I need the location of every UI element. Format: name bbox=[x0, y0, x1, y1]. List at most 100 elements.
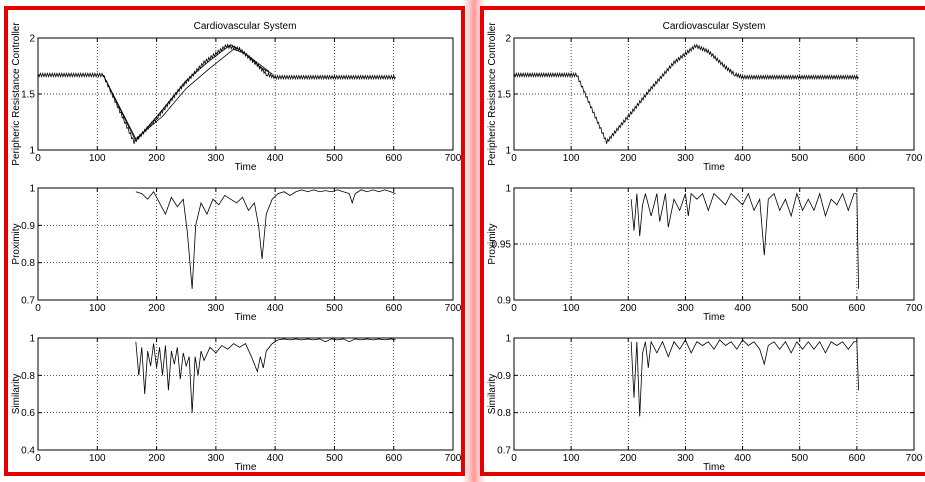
x-tick-label: 300 bbox=[677, 153, 694, 164]
y-tick-label: 0.8 bbox=[21, 371, 35, 382]
x-axis-label: Time bbox=[703, 162, 725, 173]
subplot-1: 0 100 200 300 400 500 600 700 1 1.5 2 Time Peripheri… bbox=[487, 22, 923, 173]
x-tick-label: 400 bbox=[267, 303, 284, 314]
series-line-1 bbox=[513, 43, 859, 144]
y-tick-label: 0.8 bbox=[21, 258, 35, 269]
x-tick-label: 400 bbox=[267, 153, 284, 164]
y-tick-label: 1 bbox=[505, 334, 511, 345]
x-tick-label: 400 bbox=[734, 453, 751, 464]
y-tick-label: 1.5 bbox=[497, 90, 511, 101]
x-tick-label: 0 bbox=[511, 153, 517, 164]
y-axis-label: Peripheric Resistance Controller bbox=[487, 22, 498, 166]
subplot-2: 0 100 200 300 400 500 600 700 0.9 0.95 1 Time Proxim… bbox=[487, 184, 923, 324]
x-tick-label: 600 bbox=[385, 453, 402, 464]
x-tick-label: 400 bbox=[734, 303, 751, 314]
y-tick-label: 2 bbox=[29, 34, 35, 45]
y-tick-label: 1 bbox=[29, 146, 35, 157]
series-line-1 bbox=[135, 338, 396, 413]
x-tick-label: 600 bbox=[385, 153, 402, 164]
x-tick-label: 100 bbox=[89, 153, 106, 164]
x-tick-label: 500 bbox=[326, 153, 343, 164]
x-tick-label: 500 bbox=[326, 453, 343, 464]
x-tick-label: 200 bbox=[148, 453, 165, 464]
subplot-1: 0 100 200 300 400 500 600 700 1 1.5 2 Time Peripheri… bbox=[11, 22, 461, 173]
x-tick-label: 0 bbox=[35, 153, 41, 164]
x-tick-label: 0 bbox=[35, 303, 41, 314]
x-tick-label: 300 bbox=[208, 453, 225, 464]
x-tick-label: 600 bbox=[385, 303, 402, 314]
axes-frame bbox=[37, 187, 454, 301]
y-tick-label: 0.9 bbox=[497, 296, 511, 307]
series-line-3 bbox=[102, 48, 273, 140]
x-tick-label: 700 bbox=[906, 453, 923, 464]
chart-title: Cardiovascular System bbox=[194, 21, 297, 32]
left-panel: Cardiovascular System 0 100 200 300 400 500 600… bbox=[4, 6, 465, 476]
y-tick-label: 0.9 bbox=[21, 221, 35, 232]
axes-frame bbox=[513, 337, 915, 451]
right-panel: Cardiovascular System 0 100 200 300 400 500 600… bbox=[480, 6, 925, 476]
y-tick-label: 1.5 bbox=[21, 90, 35, 101]
y-axis-label: Proximity bbox=[11, 223, 22, 264]
x-axis-label: Time bbox=[235, 312, 257, 323]
chart-title: Cardiovascular System bbox=[663, 21, 766, 32]
x-tick-label: 600 bbox=[849, 453, 866, 464]
x-tick-label: 100 bbox=[89, 303, 106, 314]
y-tick-label: 1 bbox=[505, 184, 511, 195]
y-tick-label: 0.7 bbox=[21, 296, 35, 307]
y-tick-label: 0.7 bbox=[497, 446, 511, 457]
x-tick-label: 100 bbox=[89, 453, 106, 464]
subplot-3: 0 100 200 300 400 500 600 700 0.4 0.6 0.8 1 Time Simi… bbox=[11, 334, 461, 473]
y-tick-label: 1 bbox=[29, 334, 35, 345]
x-tick-label: 700 bbox=[906, 153, 923, 164]
x-tick-label: 500 bbox=[791, 153, 808, 164]
x-tick-label: 100 bbox=[563, 453, 580, 464]
y-tick-label: 0.8 bbox=[497, 408, 511, 419]
y-axis-label: Proximity bbox=[487, 223, 498, 264]
x-tick-label: 300 bbox=[208, 153, 225, 164]
axes-frame bbox=[37, 337, 454, 451]
x-tick-label: 300 bbox=[677, 303, 694, 314]
x-axis-label: Time bbox=[235, 462, 257, 472]
y-tick-label: 0.6 bbox=[21, 408, 35, 419]
series-line-1 bbox=[630, 192, 859, 289]
x-tick-label: 400 bbox=[734, 153, 751, 164]
y-axis-label: Similarity bbox=[487, 374, 498, 415]
x-tick-label: 500 bbox=[791, 453, 808, 464]
y-tick-label: 0.4 bbox=[21, 446, 35, 457]
x-tick-label: 500 bbox=[326, 303, 343, 314]
x-tick-label: 0 bbox=[511, 453, 517, 464]
x-tick-label: 0 bbox=[35, 453, 41, 464]
x-tick-label: 700 bbox=[906, 303, 923, 314]
x-tick-label: 300 bbox=[208, 303, 225, 314]
y-axis-label: Similarity bbox=[11, 374, 22, 415]
x-tick-label: 200 bbox=[620, 303, 637, 314]
x-tick-label: 700 bbox=[445, 153, 461, 164]
y-tick-label: 1 bbox=[29, 184, 35, 195]
x-tick-label: 700 bbox=[445, 453, 461, 464]
subplot-3: 0 100 200 300 400 500 600 700 0.7 0.8 0.9 1 Time Simi… bbox=[487, 334, 923, 473]
x-tick-label: 0 bbox=[511, 303, 517, 314]
x-axis-label: Time bbox=[703, 312, 725, 323]
x-tick-label: 200 bbox=[620, 453, 637, 464]
x-axis-label: Time bbox=[703, 462, 725, 472]
x-tick-label: 200 bbox=[620, 153, 637, 164]
x-axis-label: Time bbox=[235, 162, 257, 173]
y-tick-label: 0.95 bbox=[492, 240, 512, 251]
x-tick-label: 600 bbox=[849, 153, 866, 164]
x-tick-label: 300 bbox=[677, 453, 694, 464]
y-tick-label: 1 bbox=[505, 146, 511, 157]
x-tick-label: 100 bbox=[563, 153, 580, 164]
series-line-2 bbox=[102, 44, 270, 142]
x-tick-label: 200 bbox=[148, 303, 165, 314]
series-line-1 bbox=[37, 43, 396, 144]
x-tick-label: 200 bbox=[148, 153, 165, 164]
series-line-1 bbox=[630, 339, 859, 417]
x-tick-label: 500 bbox=[791, 303, 808, 314]
y-tick-label: 2 bbox=[505, 34, 511, 45]
x-tick-label: 700 bbox=[445, 303, 461, 314]
y-tick-label: 0.9 bbox=[497, 371, 511, 382]
y-axis-label: Peripheric Resistance Controller bbox=[11, 22, 22, 166]
x-tick-label: 100 bbox=[563, 303, 580, 314]
